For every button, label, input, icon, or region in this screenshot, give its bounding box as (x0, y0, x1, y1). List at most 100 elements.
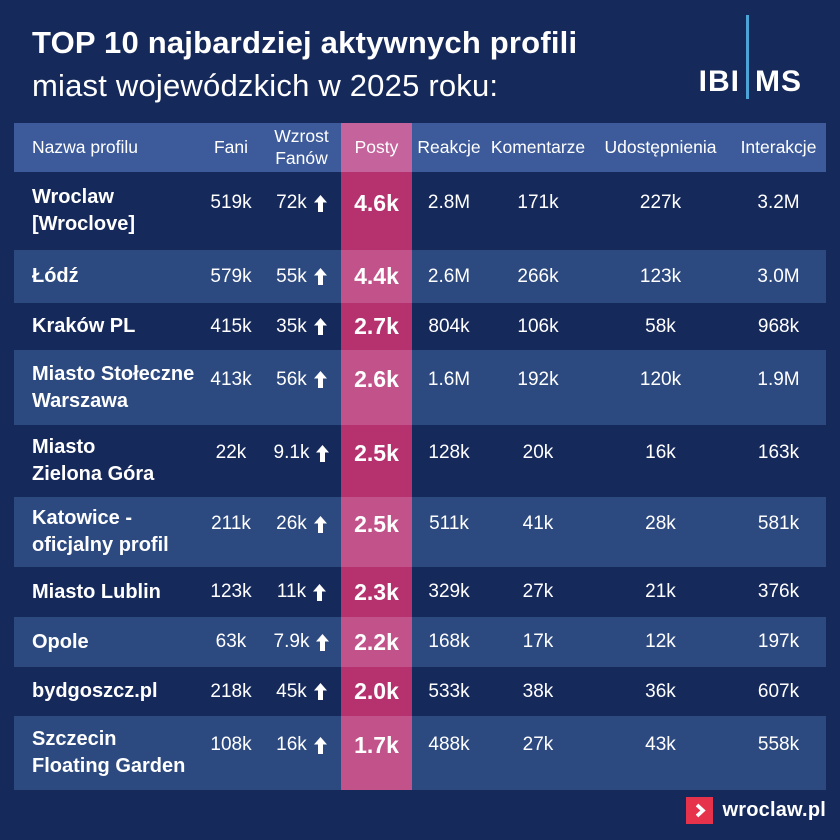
profile-name: Miasto Stołeczne Warszawa (32, 362, 195, 412)
ibims-logo-divider (746, 15, 749, 99)
posts-value: 2.3k (341, 567, 412, 617)
header: TOP 10 najbardziej aktywnych profili mia… (0, 0, 840, 123)
posts-value: 1.7k (341, 716, 412, 790)
table-header-row: Nazwa profilu Fani Wzrost Fanów Posty Re… (14, 123, 826, 172)
growth-up-arrow-icon (313, 268, 327, 285)
shares-value: 36k (645, 680, 676, 702)
growth-number: 9.1k (273, 442, 310, 464)
reactions-value: 804k (428, 315, 470, 337)
growth-number: 16k (276, 734, 307, 756)
shares-value: 16k (645, 442, 676, 464)
profile-name: bydgoszcz.pl (32, 680, 158, 702)
growth-up-arrow-icon (316, 444, 330, 462)
reactions-value: 329k (428, 581, 470, 603)
shares-value: 120k (639, 368, 682, 390)
comments-value: 17k (522, 631, 554, 653)
growth-number: 35k (276, 315, 307, 337)
profile-name: Katowice - oficjalny profil (32, 507, 169, 556)
interactions-value: 607k (757, 680, 800, 702)
growth-number: 72k (276, 192, 307, 214)
fans-value: 218k (210, 680, 252, 702)
fans-growth-value: 9.1k (262, 425, 341, 497)
growth-number: 7.9k (273, 631, 310, 653)
table-row: Miasto Zielona Góra 22k 9.1k 2.5k 128k 2… (14, 425, 826, 497)
fans-value: 108k (210, 734, 252, 756)
comments-value: 27k (522, 581, 554, 603)
growth-up-arrow-icon (313, 683, 327, 700)
wroclaw-pl-brand-text: wroclaw.pl (722, 799, 826, 821)
profile-name: Kraków PL (32, 315, 136, 337)
interactions-value: 581k (757, 513, 800, 535)
interactions-value: 968k (757, 315, 800, 337)
fans-value: 579k (210, 265, 252, 287)
growth-up-arrow-icon (313, 736, 327, 754)
posts-value: 4.6k (341, 172, 412, 250)
table-row: Łódź 579k 55k 4.4k 2.6M 266k 123k 3.0M (14, 250, 826, 303)
table-row: Szczecin Floating Garden 108k 16k 1.7k 4… (14, 716, 826, 790)
table-row: Miasto Stołeczne Warszawa 413k 56k 2.6k … (14, 350, 826, 425)
posts-value: 2.5k (341, 497, 412, 567)
reactions-value: 2.8M (427, 192, 471, 214)
growth-up-arrow-icon (313, 583, 327, 601)
interactions-value: 197k (757, 631, 800, 653)
page-title: TOP 10 najbardziej aktywnych profili (32, 25, 578, 60)
interactions-value: 376k (757, 581, 800, 603)
table-row: Opole 63k 7.9k 2.2k 168k 17k 12k 197k (14, 617, 826, 667)
interactions-value: 558k (757, 734, 800, 756)
shares-value: 58k (645, 315, 676, 337)
ibims-logo-part1: IBI (698, 65, 740, 98)
fans-value: 519k (210, 192, 252, 214)
table-row: bydgoszcz.pl 218k 45k 2.0k 533k 38k 36k … (14, 667, 826, 716)
ibims-logo-part2: MS (755, 65, 802, 98)
fans-value: 63k (215, 631, 247, 653)
table-row: Wroclaw [Wroclove] 519k 72k 4.6k 2.8M 17… (14, 172, 826, 250)
reactions-value: 1.6M (427, 368, 471, 390)
fans-value: 123k (210, 581, 252, 603)
profile-name: Miasto Lublin (32, 580, 161, 603)
chevron-right-icon (686, 797, 714, 824)
fans-growth-value: 56k (262, 350, 341, 425)
column-header-posts: Posty (341, 123, 412, 172)
column-header-name: Nazwa profilu (32, 136, 139, 157)
fans-growth-value: 45k (262, 667, 341, 716)
fans-growth-value: 35k (262, 303, 341, 350)
reactions-value: 2.6M (427, 265, 471, 287)
comments-value: 106k (517, 315, 559, 337)
column-header-interactions: Interakcje (740, 136, 817, 157)
shares-value: 43k (645, 734, 676, 756)
posts-value: 2.7k (341, 303, 412, 350)
growth-number: 55k (276, 265, 307, 287)
table-row: Katowice - oficjalny profil 211k 26k 2.5… (14, 497, 826, 567)
wroclaw-pl-logo: wroclaw.pl (686, 797, 826, 824)
column-header-reactions: Reakcje (417, 136, 481, 157)
comments-value: 38k (522, 680, 554, 702)
posts-value: 2.2k (341, 617, 412, 667)
fans-value: 415k (210, 315, 252, 337)
profile-name: Łódź (32, 265, 79, 287)
profile-name: Miasto Zielona Góra (32, 436, 155, 485)
table-row: Miasto Lublin 123k 11k 2.3k 329k 27k 21k… (14, 567, 826, 617)
fans-value: 211k (211, 513, 251, 535)
fans-value: 413k (210, 368, 252, 390)
page-subtitle: miast wojewódzkich w 2025 roku: (32, 67, 499, 103)
growth-number: 26k (276, 513, 307, 535)
growth-up-arrow-icon (313, 371, 327, 388)
shares-value: 227k (639, 192, 682, 214)
fans-growth-value: 16k (262, 716, 341, 790)
reactions-value: 511k (429, 513, 469, 535)
interactions-value: 3.0M (757, 265, 800, 287)
posts-value: 2.6k (341, 350, 412, 425)
comments-value: 171k (517, 192, 559, 214)
comments-value: 192k (517, 368, 559, 390)
fans-value: 22k (215, 442, 247, 464)
ibims-logo: IBI MS (699, 15, 802, 99)
reactions-value: 488k (428, 734, 470, 756)
interactions-value: 163k (757, 442, 800, 464)
interactions-value: 1.9M (757, 368, 800, 390)
growth-number: 11k (276, 581, 307, 603)
growth-up-arrow-icon (313, 515, 327, 533)
comments-value: 41k (522, 513, 554, 535)
reactions-value: 168k (428, 631, 470, 653)
growth-number: 56k (276, 368, 307, 390)
